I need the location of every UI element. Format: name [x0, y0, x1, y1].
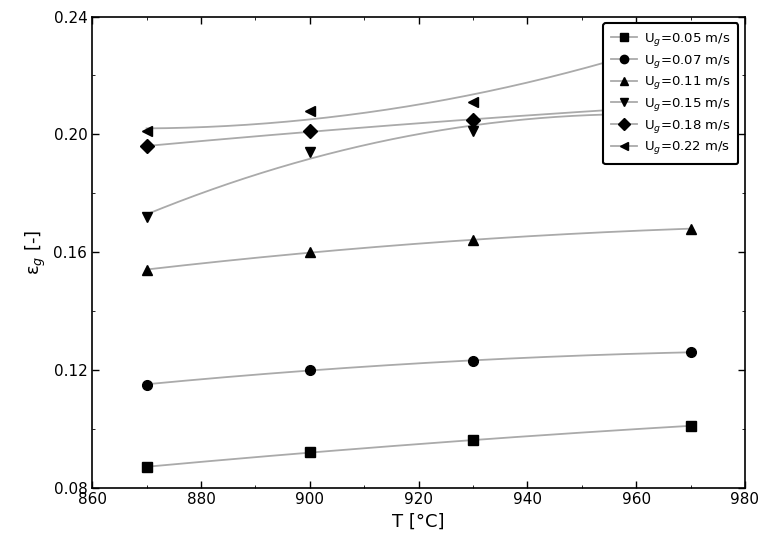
Line: U$_g$=0.22 m/s: U$_g$=0.22 m/s: [142, 29, 695, 136]
Y-axis label: ε$_g$ [-]: ε$_g$ [-]: [24, 229, 48, 275]
U$_g$=0.18 m/s: [305, 128, 314, 135]
U$_g$=0.18 m/s: [142, 143, 151, 150]
U$_g$=0.11 m/s: [468, 237, 478, 244]
U$_g$=0.18 m/s: [468, 116, 478, 123]
U$_g$=0.11 m/s: [142, 266, 151, 273]
U$_g$=0.05 m/s: [686, 422, 695, 429]
U$_g$=0.05 m/s: [142, 464, 151, 470]
U$_g$=0.15 m/s: [305, 148, 314, 155]
X-axis label: T [°C]: T [°C]: [392, 513, 445, 531]
U$_g$=0.07 m/s: [468, 358, 478, 365]
Line: U$_g$=0.05 m/s: U$_g$=0.05 m/s: [142, 421, 695, 472]
U$_g$=0.15 m/s: [686, 110, 695, 117]
U$_g$=0.15 m/s: [468, 128, 478, 135]
U$_g$=0.07 m/s: [686, 349, 695, 356]
U$_g$=0.11 m/s: [686, 225, 695, 232]
U$_g$=0.07 m/s: [142, 381, 151, 388]
U$_g$=0.22 m/s: [142, 128, 151, 135]
U$_g$=0.15 m/s: [142, 213, 151, 220]
U$_g$=0.11 m/s: [305, 249, 314, 255]
U$_g$=0.22 m/s: [686, 31, 695, 38]
Legend: U$_g$=0.05 m/s, U$_g$=0.07 m/s, U$_g$=0.11 m/s, U$_g$=0.15 m/s, U$_g$=0.18 m/s, : U$_g$=0.05 m/s, U$_g$=0.07 m/s, U$_g$=0.…: [603, 23, 738, 164]
Line: U$_g$=0.11 m/s: U$_g$=0.11 m/s: [142, 224, 695, 275]
Line: U$_g$=0.15 m/s: U$_g$=0.15 m/s: [142, 109, 695, 222]
U$_g$=0.07 m/s: [305, 367, 314, 373]
Line: U$_g$=0.18 m/s: U$_g$=0.18 m/s: [142, 100, 695, 151]
Line: U$_g$=0.07 m/s: U$_g$=0.07 m/s: [142, 347, 695, 389]
U$_g$=0.18 m/s: [686, 101, 695, 108]
U$_g$=0.22 m/s: [468, 99, 478, 105]
U$_g$=0.05 m/s: [305, 449, 314, 455]
U$_g$=0.05 m/s: [468, 437, 478, 444]
U$_g$=0.22 m/s: [305, 107, 314, 114]
